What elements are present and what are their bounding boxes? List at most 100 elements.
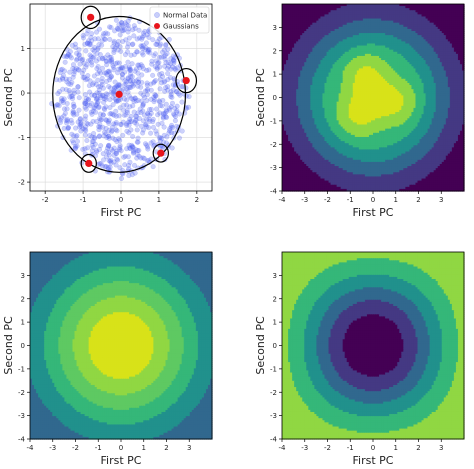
normal-data-point: [62, 97, 67, 102]
normal-data-point: [85, 77, 90, 82]
normal-data-point: [56, 115, 61, 120]
normal-data-point: [70, 132, 75, 137]
normal-data-point: [140, 131, 145, 136]
normal-data-point: [63, 60, 68, 65]
normal-data-point: [95, 47, 100, 52]
normal-data-point: [100, 76, 105, 81]
normal-data-point: [78, 116, 83, 121]
normal-data-point: [127, 79, 132, 84]
normal-data-point: [84, 107, 89, 112]
normal-data-point: [134, 49, 139, 54]
normal-data-point: [102, 134, 107, 139]
normal-data-point: [149, 62, 154, 67]
legend-label-gaussian: Gaussians: [163, 23, 199, 31]
normal-data-point: [129, 53, 134, 58]
normal-data-point: [164, 42, 169, 47]
normal-data-point: [67, 70, 72, 75]
normal-data-point: [81, 36, 86, 41]
normal-data-point: [162, 112, 167, 117]
normal-data-point: [77, 95, 82, 100]
normal-data-point: [109, 60, 114, 65]
normal-data-point: [104, 118, 109, 123]
normal-data-point: [77, 108, 82, 113]
normal-data-point: [90, 93, 95, 98]
normal-data-point: [69, 118, 74, 123]
normal-data-point: [80, 57, 85, 62]
normal-data-point: [113, 109, 118, 114]
normal-data-point: [128, 160, 133, 165]
normal-data-point: [122, 70, 127, 75]
normal-data-point: [101, 56, 106, 61]
normal-data-point: [124, 98, 129, 103]
normal-data-point: [72, 72, 77, 77]
normal-data-point: [65, 101, 70, 106]
y-tick-label: 1: [21, 45, 25, 53]
normal-data-point: [115, 128, 120, 133]
normal-data-point: [144, 125, 149, 130]
normal-data-point: [153, 92, 158, 97]
normal-data-point: [57, 78, 62, 83]
normal-data-point: [106, 69, 111, 74]
normal-data-point: [140, 104, 145, 109]
normal-data-point: [128, 104, 133, 109]
normal-data-point: [90, 82, 95, 87]
normal-data-point: [153, 52, 158, 57]
normal-data-point: [180, 129, 185, 134]
normal-data-point: [121, 87, 126, 92]
normal-data-point: [151, 164, 156, 169]
normal-data-point: [148, 131, 153, 136]
gaussian-center: [157, 150, 164, 157]
normal-data-point: [114, 151, 119, 156]
contour-panel-2: [282, 4, 465, 192]
gaussian-center: [116, 91, 123, 98]
x-tick-label: 2: [195, 196, 199, 204]
normal-data-point: [129, 128, 134, 133]
normal-data-point: [134, 67, 139, 72]
normal-data-point: [169, 130, 174, 135]
normal-data-point: [157, 60, 162, 65]
normal-data-point: [135, 122, 140, 127]
normal-data-point: [66, 126, 71, 131]
y-tick-label: -2: [18, 179, 25, 187]
normal-data-point: [89, 35, 94, 40]
normal-data-point: [104, 149, 109, 154]
normal-data-point: [141, 93, 146, 98]
normal-data-point: [115, 26, 120, 31]
normal-data-point: [83, 101, 88, 106]
normal-data-point: [119, 122, 124, 127]
normal-data-point: [126, 60, 131, 65]
normal-data-point: [143, 89, 148, 94]
normal-data-point: [125, 45, 130, 50]
normal-data-point: [112, 50, 117, 55]
normal-data-point: [72, 104, 77, 109]
normal-data-point: [147, 107, 152, 112]
normal-data-point: [152, 99, 157, 104]
normal-data-point: [113, 137, 118, 142]
normal-data-point: [68, 91, 73, 96]
normal-data-point: [169, 92, 174, 97]
normal-data-point: [162, 48, 167, 53]
normal-data-point: [109, 147, 114, 152]
normal-data-point: [120, 133, 125, 138]
normal-data-point: [83, 117, 88, 122]
x-tick-label: -2: [42, 196, 49, 204]
normal-data-point: [142, 113, 147, 118]
normal-data-point: [136, 80, 141, 85]
normal-data-point: [108, 105, 113, 110]
normal-data-point: [130, 134, 135, 139]
normal-data-point: [117, 61, 122, 66]
normal-data-point: [73, 146, 78, 151]
normal-data-point: [75, 139, 80, 144]
normal-data-point: [123, 38, 128, 43]
normal-data-point: [117, 147, 122, 152]
normal-data-point: [58, 70, 63, 75]
normal-data-point: [109, 75, 114, 80]
normal-data-point: [97, 127, 102, 132]
normal-data-point: [157, 99, 162, 104]
x-tick-label: 1: [157, 196, 161, 204]
normal-data-point: [128, 68, 133, 73]
normal-data-point: [127, 173, 132, 178]
normal-data-point: [102, 106, 107, 111]
normal-data-point: [144, 98, 149, 103]
